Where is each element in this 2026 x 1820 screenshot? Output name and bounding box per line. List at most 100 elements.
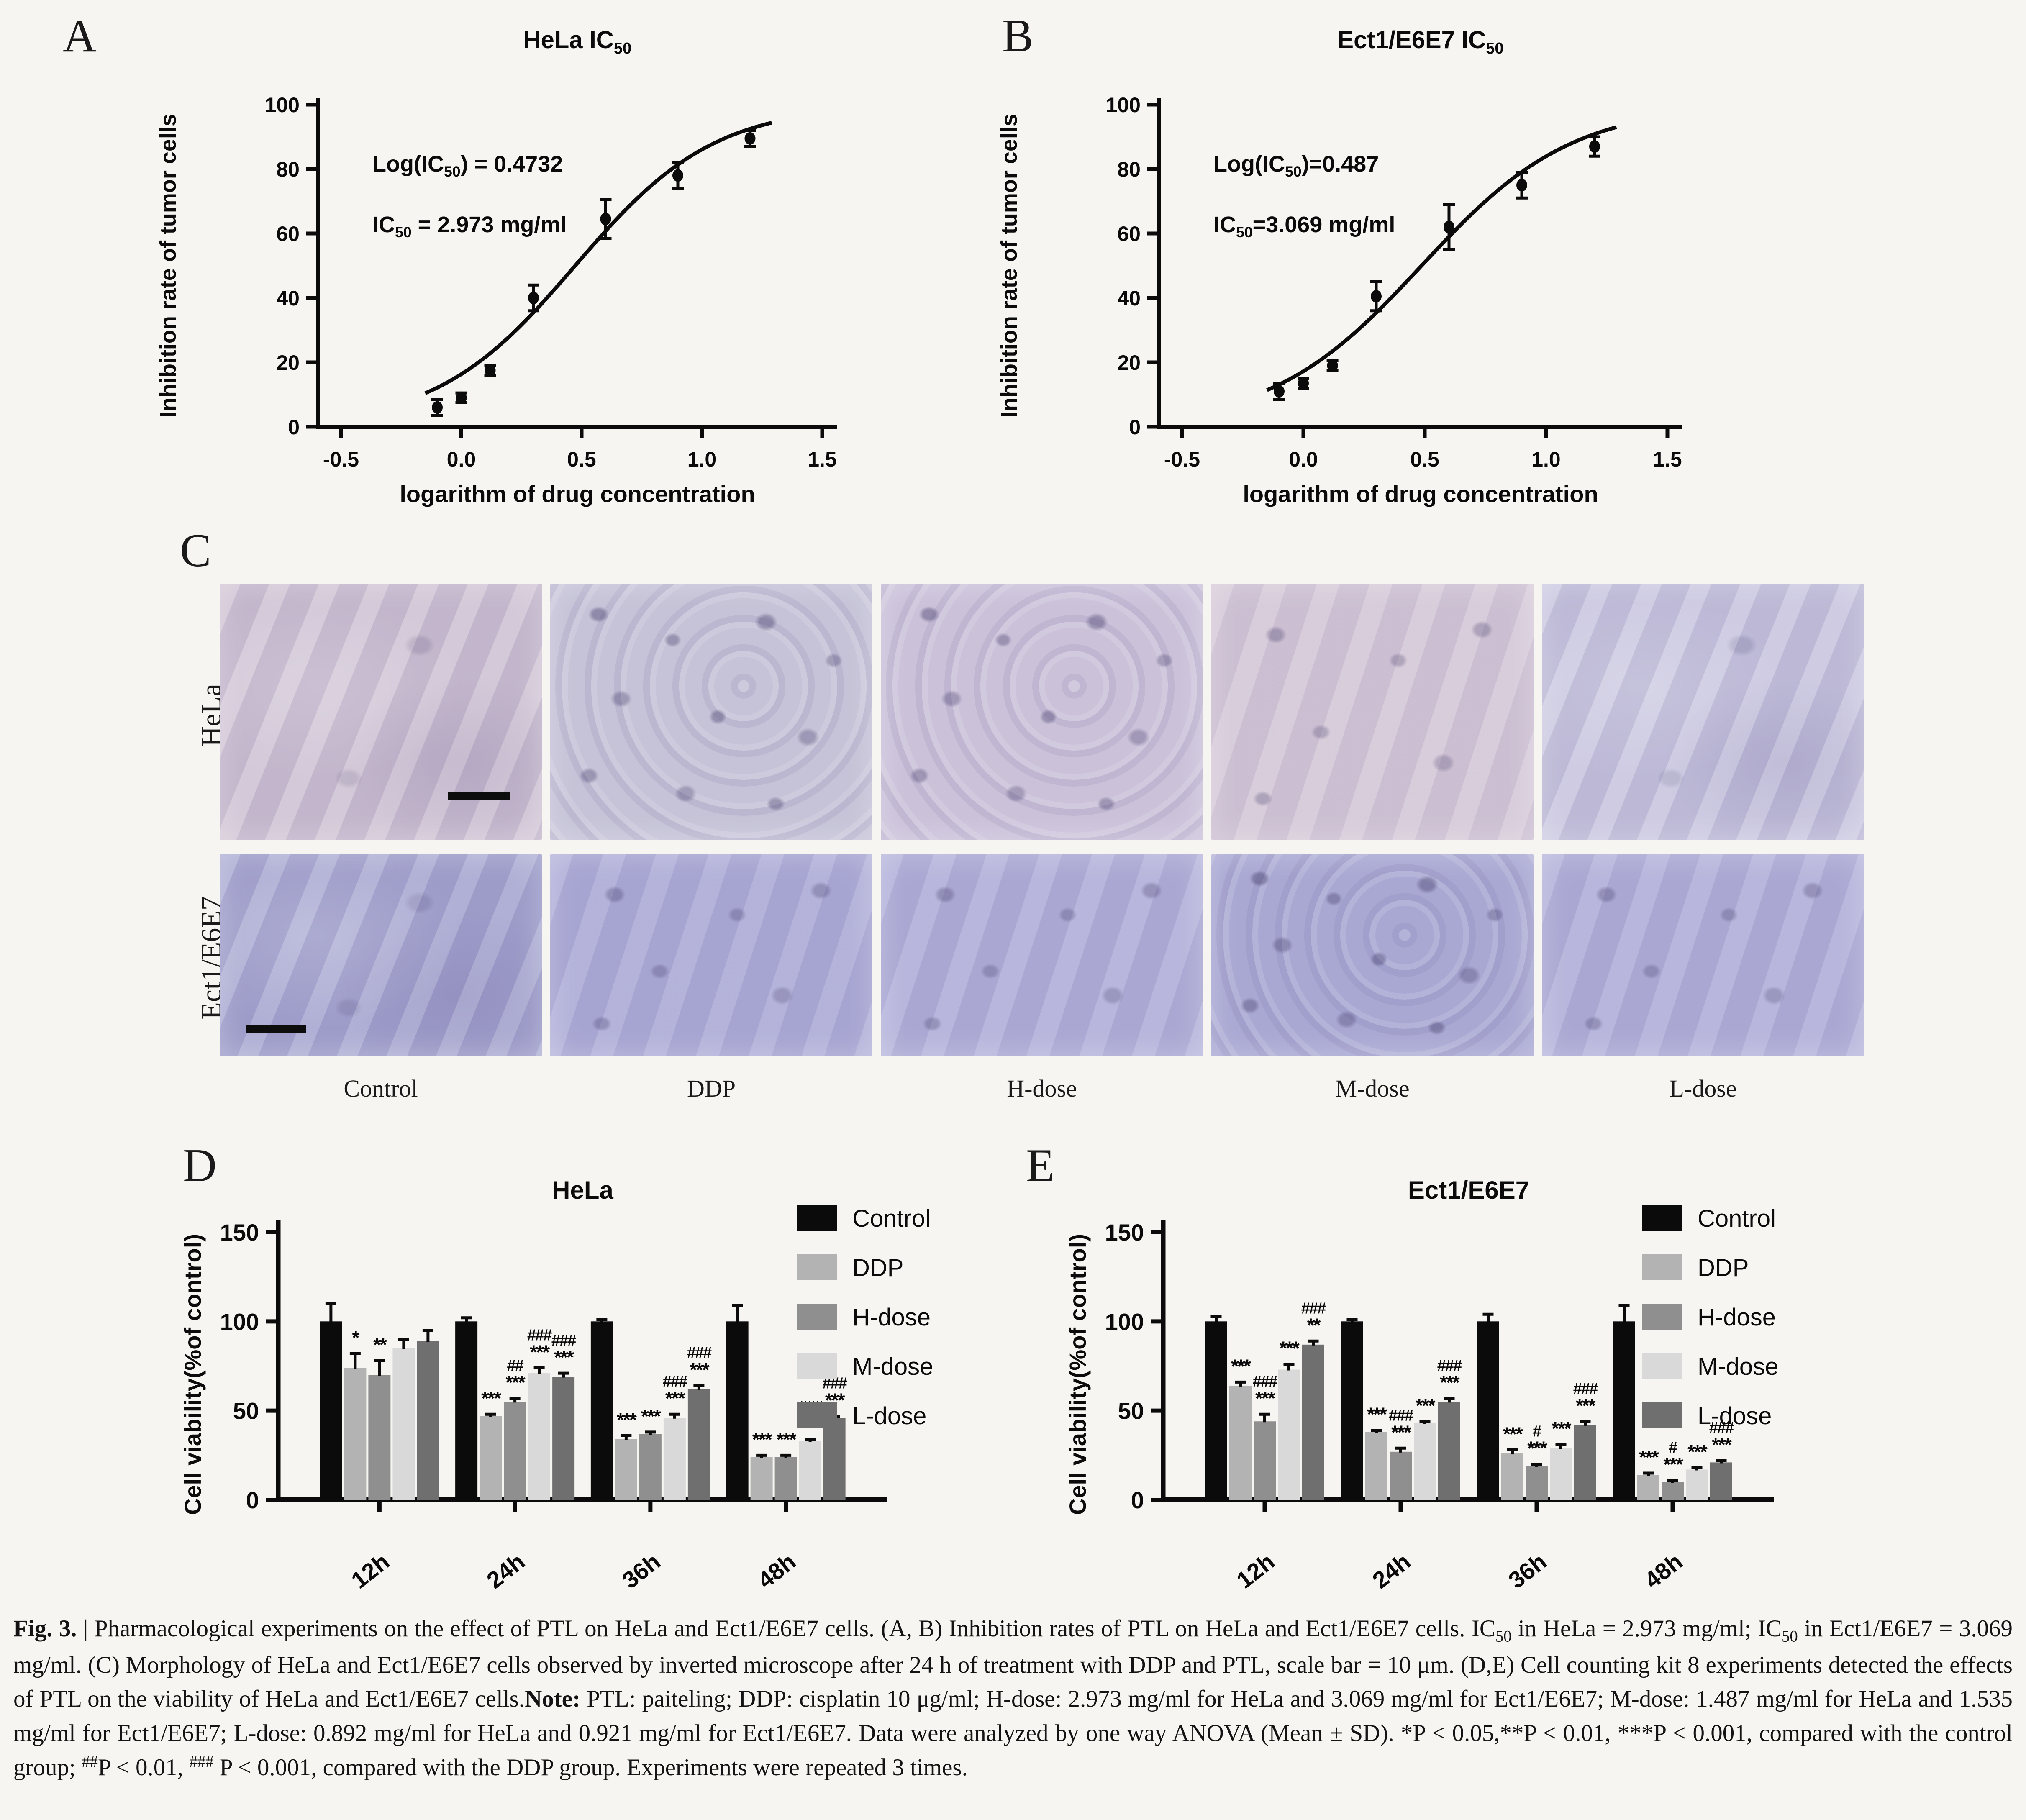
tspan-mark: 24h xyxy=(1367,1548,1416,1594)
rect-mark xyxy=(1390,1451,1412,1500)
rect-mark xyxy=(1414,1423,1436,1500)
rect-mark xyxy=(504,1402,526,1500)
text-mark: 0 xyxy=(246,1487,259,1513)
text-mark: 48h xyxy=(753,1548,801,1594)
rect-mark xyxy=(774,1457,797,1500)
micrograph-hela-ddp xyxy=(550,584,872,840)
micrograph-hela-l-dose xyxy=(1542,584,1864,840)
ellipse-mark xyxy=(432,401,443,414)
rect-mark xyxy=(1550,1448,1572,1500)
tspan-mark: *** xyxy=(665,1387,685,1409)
text-mark: ### xyxy=(1389,1407,1413,1424)
text-mark: 100 xyxy=(1105,1308,1144,1335)
tspan-mark: H-dose xyxy=(852,1304,931,1331)
ellipse-mark xyxy=(456,391,467,404)
tspan-mark: *** xyxy=(505,1371,526,1393)
text-mark: Control xyxy=(852,1205,931,1232)
text-mark: 40 xyxy=(276,287,300,310)
tspan-mark: * xyxy=(352,1327,359,1348)
tspan-mark: )=0.487 xyxy=(1302,151,1379,177)
panel-a-letter: A xyxy=(63,10,97,62)
text-mark: ### xyxy=(527,1326,552,1344)
rect-mark xyxy=(455,1321,478,1500)
text-mark: *** xyxy=(690,1359,710,1381)
rect-mark xyxy=(368,1375,391,1500)
text-mark: *** xyxy=(1255,1387,1275,1409)
text-mark: ## xyxy=(507,1357,523,1374)
rect-mark xyxy=(750,1457,773,1500)
text-mark: Inhibition rate of tumor cells xyxy=(997,114,1022,418)
micrograph-ect1e6e7-m-dose xyxy=(1211,854,1534,1056)
tspan-mark: *** xyxy=(777,1428,797,1450)
text-mark: ** xyxy=(373,1334,387,1356)
rect-mark xyxy=(1662,1482,1684,1500)
figure-caption: Fig. 3. | Pharmacological experiments on… xyxy=(13,1612,2013,1785)
rect-mark xyxy=(1365,1432,1387,1500)
text-mark: 60 xyxy=(1117,222,1141,246)
tspan-mark: IC xyxy=(1213,212,1236,237)
text-mark: 150 xyxy=(220,1219,259,1246)
tspan-mark: 1.0 xyxy=(1531,448,1561,471)
text-mark: DDP xyxy=(852,1254,903,1282)
rect-mark xyxy=(1710,1462,1732,1500)
text-mark: Log(IC50)=0.487 xyxy=(1213,151,1379,180)
text-mark: *** xyxy=(1639,1446,1659,1468)
tspan-mark: 0 xyxy=(1131,1487,1144,1513)
hela-cell-viability-bar-chart: 0 50 100 150 HeLa Cell viability(%of control)… xyxy=(180,1176,933,1594)
text-mark: ### xyxy=(663,1373,687,1390)
text-mark: ### xyxy=(1253,1373,1277,1390)
text-mark: *** xyxy=(752,1428,772,1450)
tspan-mark: *** xyxy=(530,1341,550,1363)
text-mark: 0.0 xyxy=(1289,448,1318,471)
rect-mark xyxy=(1642,1402,1682,1428)
ellipse-mark xyxy=(672,169,683,182)
tspan-mark: -0.5 xyxy=(323,448,359,471)
text-mark: DDP xyxy=(1698,1254,1749,1282)
rect-mark xyxy=(799,1441,821,1500)
rect-mark xyxy=(1501,1453,1523,1500)
tspan-mark: 150 xyxy=(1105,1219,1144,1246)
tspan-mark: *** xyxy=(752,1428,772,1450)
ellipse-mark xyxy=(600,213,611,226)
path-mark xyxy=(1266,125,1617,392)
rect-mark xyxy=(1205,1321,1227,1500)
text-mark: *** xyxy=(530,1341,550,1363)
ellipse-mark xyxy=(1516,179,1527,192)
rect-mark xyxy=(1637,1475,1659,1500)
rect-mark xyxy=(1642,1353,1682,1379)
text-mark: Log(IC50) = 0.4732 xyxy=(372,151,563,180)
tspan-mark: ### xyxy=(687,1344,712,1362)
panel-c-col-label-ldose: L-dose xyxy=(1669,1075,1737,1102)
tspan-mark: 20 xyxy=(1117,351,1141,374)
text-mark: 100 xyxy=(265,93,300,117)
micrograph-ect1e6e7-h-dose xyxy=(881,854,1203,1056)
tspan-mark: # xyxy=(1669,1439,1677,1456)
rect-mark xyxy=(1438,1402,1460,1500)
tspan-mark: 100 xyxy=(1106,93,1141,117)
micrograph-ect1e6e7-l-dose xyxy=(1542,854,1864,1056)
text-mark: ### xyxy=(1573,1380,1598,1397)
tspan-mark: ** xyxy=(1307,1314,1321,1336)
text-mark: 60 xyxy=(276,222,300,246)
text-mark: 0 xyxy=(1131,1487,1144,1513)
tspan-mark: ### xyxy=(527,1326,552,1344)
caption-segment: | Pharmacological experiments on the eff… xyxy=(77,1615,1495,1642)
rect-mark xyxy=(726,1321,749,1500)
rect-mark xyxy=(1477,1321,1499,1500)
ellipse-mark xyxy=(1444,220,1454,233)
tspan-mark: *** xyxy=(1391,1421,1411,1443)
tspan-mark: 40 xyxy=(276,287,300,310)
tspan-mark: 100 xyxy=(1105,1308,1144,1335)
tspan-mark: Ect1/E6E7 xyxy=(1408,1176,1529,1204)
rect-mark xyxy=(797,1353,837,1379)
text-mark: H-dose xyxy=(852,1304,931,1331)
rect-mark xyxy=(1278,1369,1300,1500)
caption-segment: ### xyxy=(189,1753,214,1771)
panel-b-letter: B xyxy=(1002,10,1034,62)
tspan-mark: 0 xyxy=(288,415,300,439)
tspan-mark: *** xyxy=(1527,1438,1547,1459)
text-mark: 12h xyxy=(346,1548,394,1594)
text-mark: *** xyxy=(1687,1441,1708,1463)
scale-bar xyxy=(246,1025,306,1033)
rect-mark xyxy=(1254,1421,1276,1500)
